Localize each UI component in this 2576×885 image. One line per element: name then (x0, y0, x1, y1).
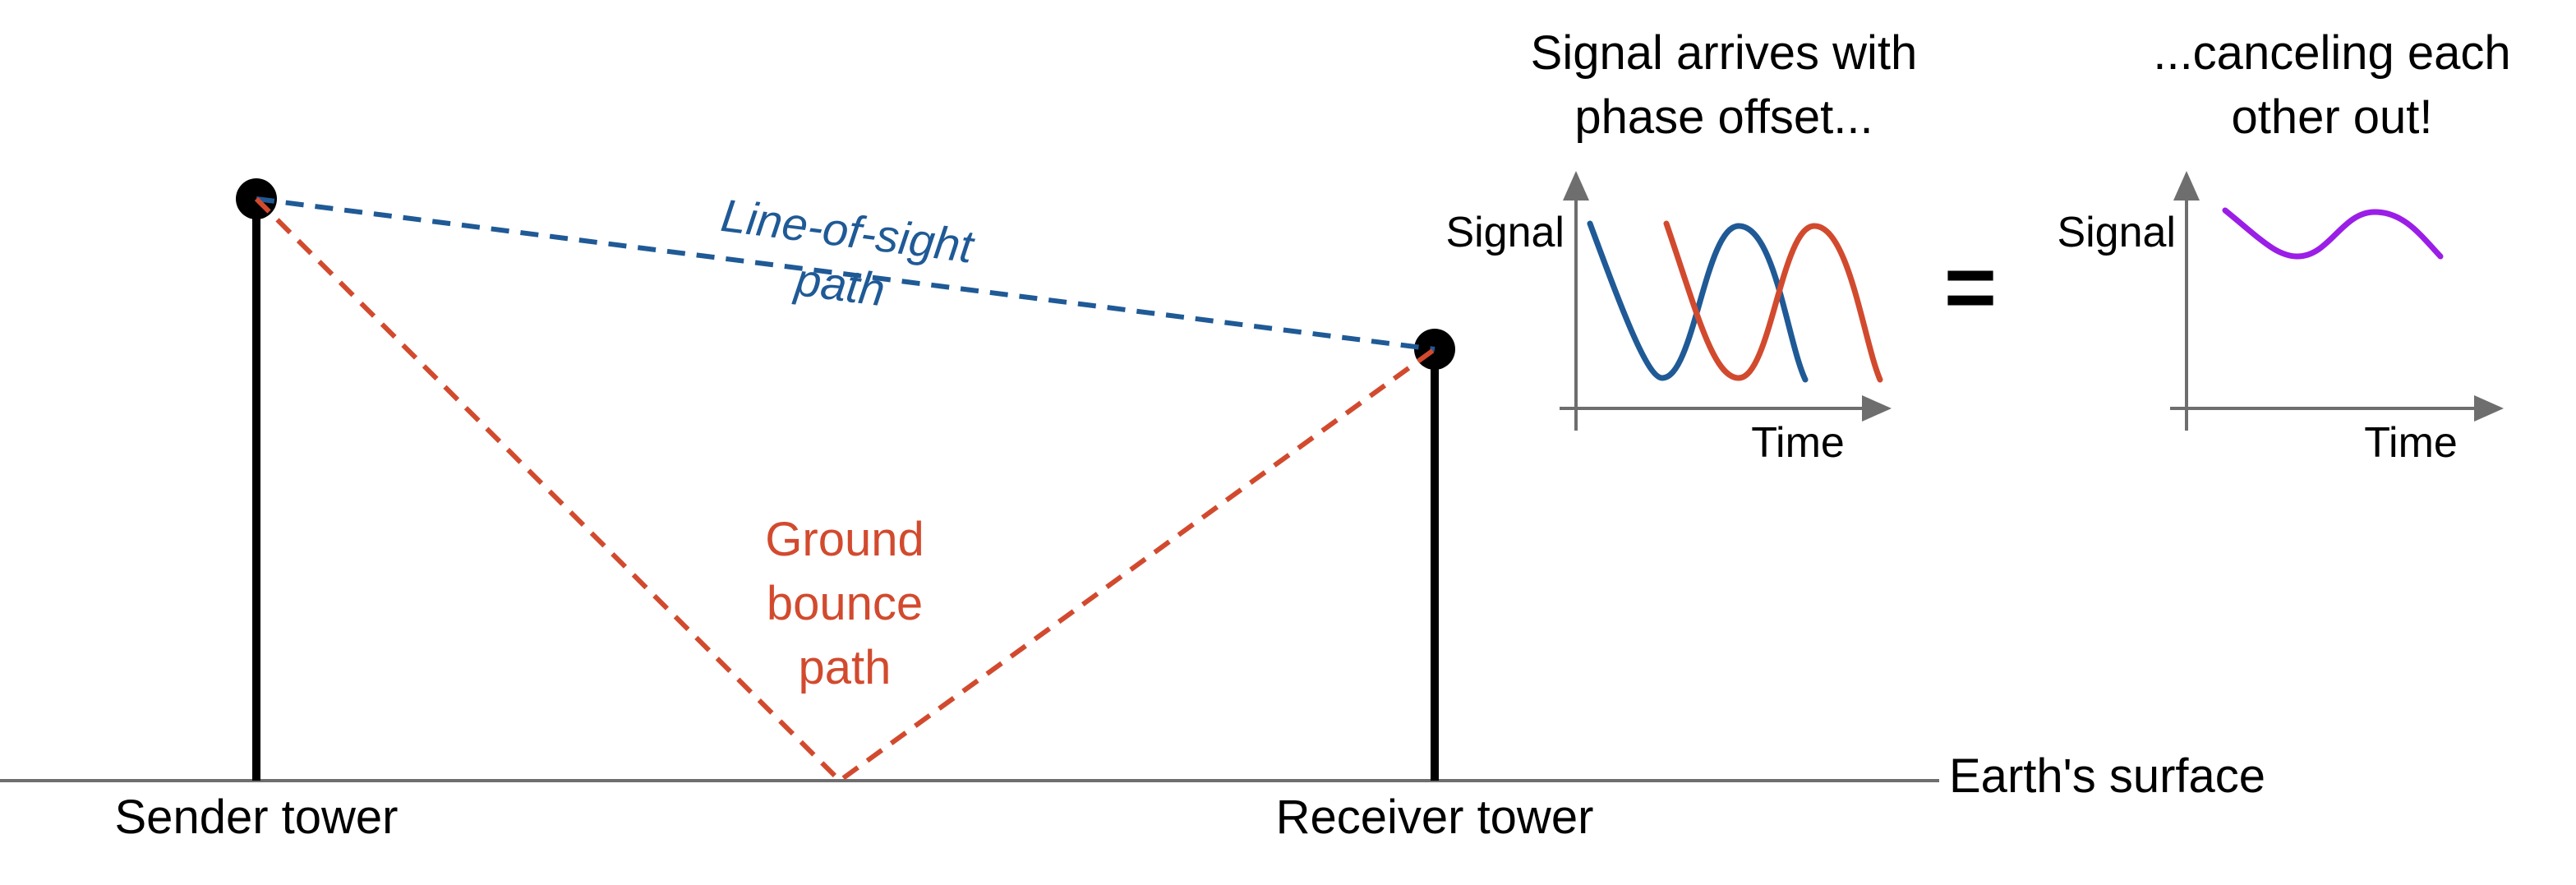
left-plot-y-label: Signal (1445, 209, 1564, 256)
earth-surface-label: Earth's surface (1949, 749, 2265, 803)
combined-signal-wave (2222, 207, 2444, 260)
right-plot-x-label: Time (2364, 419, 2458, 467)
line-of-sight-label-line2: path (791, 253, 888, 316)
ground-bounce-label-line2: bounce (767, 577, 923, 630)
left-plot-x-label: Time (1751, 419, 1845, 467)
equals-sign: = (1944, 237, 1997, 338)
phase-offset-caption-line1: Signal arrives with (1531, 26, 1918, 80)
canceling-caption-line1: ...canceling each (2153, 26, 2510, 80)
sender-tower-label: Sender tower (115, 791, 399, 844)
ground-bounce-path (254, 196, 1436, 784)
ground-bounce-label-line3: path (799, 641, 892, 694)
line-of-sight-label: Line-of-sight path (718, 189, 978, 316)
direct-signal-wave (1587, 220, 1809, 383)
line-of-sight-path (256, 196, 1435, 352)
right-plot-y-label: Signal (2057, 209, 2176, 256)
reflected-signal-wave (1663, 220, 1883, 383)
canceling-caption-line2: other out! (2231, 90, 2432, 144)
receiver-tower-label: Receiver tower (1276, 791, 1594, 844)
phase-offset-caption-line2: phase offset... (1574, 90, 1873, 144)
ground-bounce-label-line1: Ground (765, 513, 924, 566)
